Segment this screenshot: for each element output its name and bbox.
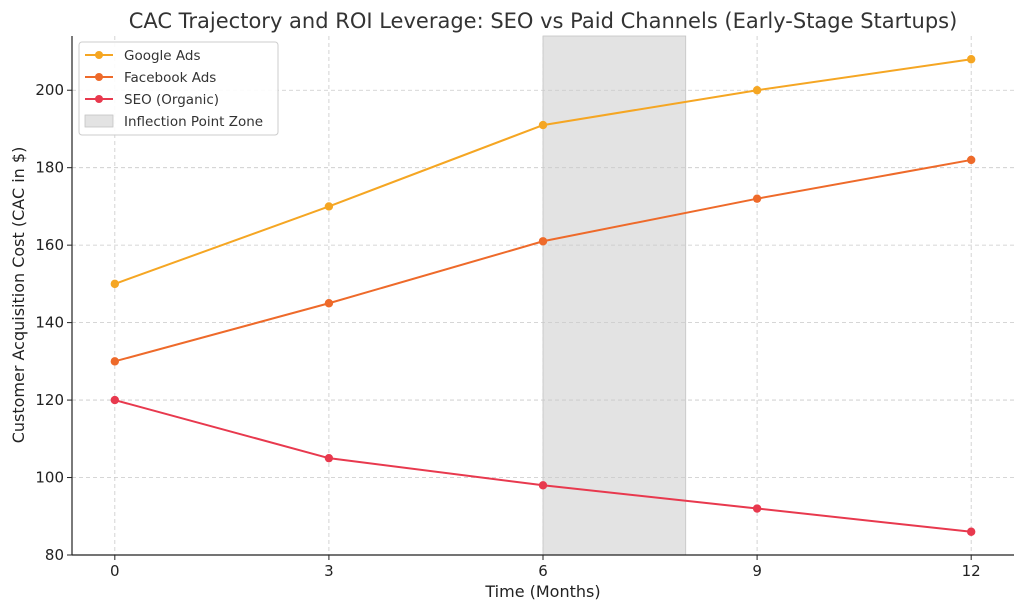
data-point-google-ads bbox=[110, 279, 120, 289]
data-point-facebook-ads bbox=[752, 194, 762, 203]
shaded-region-layer bbox=[542, 35, 687, 556]
data-point-facebook-ads bbox=[966, 155, 976, 165]
x-tick-label: 3 bbox=[324, 562, 334, 580]
x-tick-layer: 0 3 6 9 12 bbox=[110, 555, 981, 580]
data-point-facebook-ads bbox=[110, 357, 120, 366]
legend-label-inflection-point-zone: Inflection Point Zone bbox=[124, 114, 263, 130]
y-tick-layer: 80 100 120 140 160 180 200 bbox=[35, 81, 72, 564]
x-tick-label: 9 bbox=[752, 562, 762, 580]
y-tick-label: 160 bbox=[35, 236, 64, 254]
series-seo-organic bbox=[110, 395, 976, 536]
data-point-google-ads bbox=[538, 120, 548, 130]
chart-title: CAC Trajectory and ROI Leverage: SEO vs … bbox=[129, 9, 958, 33]
series-layer bbox=[110, 55, 976, 536]
data-point-seo-organic bbox=[324, 453, 334, 463]
data-point-facebook-ads bbox=[538, 237, 548, 246]
legend-items: Google Ads Facebook Ads SEO (Organic) Infle… bbox=[84, 48, 263, 130]
y-tick-label: 140 bbox=[35, 314, 64, 332]
legend: Google Ads Facebook Ads SEO (Organic) Infle… bbox=[78, 41, 279, 136]
series-facebook-ads bbox=[110, 155, 976, 366]
legend-marker-seo-organic bbox=[95, 95, 103, 103]
x-axis-title: Time (Months) bbox=[484, 582, 600, 601]
data-point-seo-organic bbox=[966, 527, 976, 536]
x-tick-label: 12 bbox=[962, 562, 981, 580]
y-tick-label: 80 bbox=[45, 546, 64, 564]
data-point-google-ads bbox=[324, 202, 334, 211]
data-point-facebook-ads bbox=[324, 299, 334, 308]
legend-marker-facebook-ads bbox=[95, 73, 103, 81]
legend-label-facebook-ads: Facebook Ads bbox=[124, 70, 216, 86]
legend-label-seo-organic: SEO (Organic) bbox=[124, 92, 219, 108]
legend-label-google-ads: Google Ads bbox=[124, 48, 201, 64]
x-tick-label: 6 bbox=[538, 562, 548, 580]
legend-box bbox=[78, 41, 279, 136]
data-point-seo-organic bbox=[110, 395, 120, 405]
x-tick-label: 0 bbox=[110, 562, 120, 580]
data-point-seo-organic bbox=[752, 504, 762, 513]
y-tick-label: 200 bbox=[35, 81, 64, 99]
y-tick-label: 120 bbox=[35, 391, 64, 409]
legend-swatch-inflection-point-zone bbox=[84, 114, 114, 128]
data-point-google-ads bbox=[752, 86, 762, 95]
legend-marker-google-ads bbox=[95, 51, 103, 59]
data-point-google-ads bbox=[966, 55, 976, 64]
inflection-point-zone bbox=[542, 35, 687, 556]
data-point-seo-organic bbox=[538, 481, 548, 490]
y-axis-title: Customer Acquisition Cost (CAC in $) bbox=[9, 147, 28, 444]
y-tick-label: 100 bbox=[35, 469, 64, 487]
series-google-ads bbox=[110, 55, 976, 289]
y-tick-label: 180 bbox=[35, 159, 64, 177]
